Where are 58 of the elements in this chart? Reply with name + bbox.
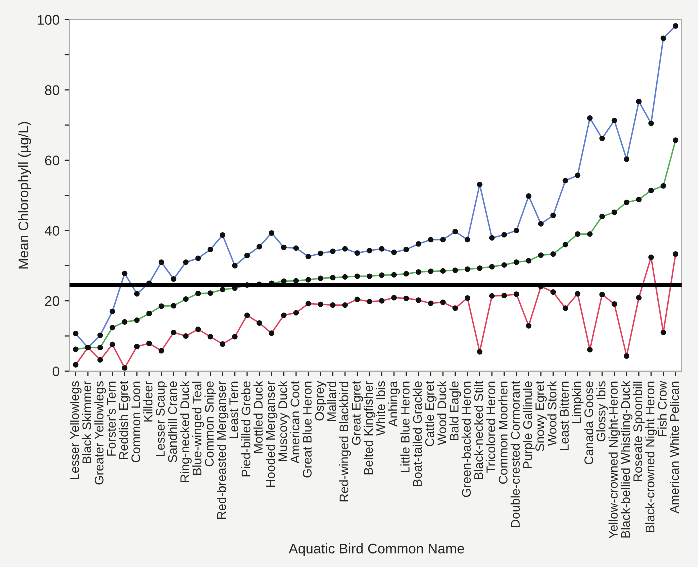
x-tick-label: White Ibis (376, 382, 386, 436)
x-tick-label: Limpkin (572, 382, 584, 424)
y-tick-label: 100 (38, 15, 60, 26)
x-tick-label: Anhinga (388, 381, 400, 427)
x-tick-label: Yellow-crowned Night-Heron (608, 382, 620, 539)
x-tick-label: Common Snipe (204, 382, 216, 467)
x-tick-label: Common Loon (132, 382, 140, 462)
x-tick-label: Sandhill Crane (168, 382, 178, 463)
x-tick-label: Great Blue Heron (302, 382, 312, 478)
x-tick-label: Reddish Egret (119, 381, 131, 460)
x-tick-label: Great Egret (352, 381, 364, 446)
y-axis-title: Mean Chlorophyll (µg/L) (18, 122, 32, 269)
x-tick-label: Mottled Duck (254, 381, 263, 454)
x-tick-label: Mallard (327, 382, 336, 422)
x-tick-label: Cattle Egret (425, 381, 437, 446)
x-tick-label: Snowy Egret (536, 381, 547, 452)
y-tick-label: 40 (44, 226, 60, 236)
y-tick-label: 80 (45, 85, 60, 96)
x-tick-label: American Coot (290, 381, 300, 464)
x-tick-label: Osprey (315, 381, 327, 421)
x-tick-label: Muscovy Duck (278, 381, 290, 462)
x-tick-label: Greater Yellowlegs (94, 382, 106, 485)
x-tick-label: Blue-winged Teal (192, 382, 204, 476)
x-tick-label: Double-crested Cormorant (510, 381, 520, 528)
x-tick-label: Black-crowned Night Heron (646, 382, 658, 532)
x-tick-label: Forster's Tern (107, 382, 116, 456)
x-tick-label: Black-bellied Whistling-Duck (621, 381, 633, 538)
x-tick-label: Least Bittern (560, 382, 569, 450)
y-tick-label: 0 (52, 366, 60, 377)
x-tick-label: Killdeer (144, 381, 153, 422)
x-tick-label: Little Blue Heron (400, 382, 410, 472)
x-tick-label: Red-breasted Merganser (217, 381, 229, 520)
x-tick-label: Bald Eagle (450, 382, 462, 441)
x-tick-label: Red-winged Blackbird (339, 382, 352, 502)
x-tick-label: Black Skimmer (82, 381, 92, 464)
x-tick-label: Green-backed Heron (462, 382, 472, 498)
x-tick-label: Purple Gallinule (523, 382, 535, 468)
x-tick-label: Pied-billed Grebe (241, 382, 251, 477)
x-tick-label: American White Pelican (670, 382, 680, 514)
x-tick-label: Canada Goose (584, 382, 594, 465)
x-tick-label: Common Moorhen (498, 382, 508, 484)
x-tick-label: Wood Duck (437, 381, 447, 446)
x-tick-label: Hooded Merganser (266, 381, 278, 488)
x-axis-title: Aquatic Bird Common Name (288, 544, 464, 556)
x-tick-label: Boat-tailed Grackle (412, 382, 422, 486)
x-tick-label: Roseate Spoonbill (633, 382, 645, 482)
x-tick-label: Wood Stork (548, 381, 557, 446)
x-tick-label: Ring-necked Duck (180, 381, 192, 482)
x-tick-label: Black-necked Stilt (474, 381, 484, 480)
x-tick-label: Lesser Scaup (156, 382, 168, 457)
y-tick-label: 20 (45, 296, 60, 306)
x-tick-label: Tricolored Heron (486, 382, 496, 474)
x-tick-label: Least Tern (230, 382, 238, 438)
x-tick-label: Fish Crow (658, 381, 667, 436)
y-tick-label: 60 (45, 156, 60, 166)
x-tick-label: Glossy Ibis (596, 382, 608, 442)
x-tick-label: Belted Kingfisher (364, 381, 376, 475)
x-tick-label: Lesser Yellowlegs (70, 382, 82, 480)
